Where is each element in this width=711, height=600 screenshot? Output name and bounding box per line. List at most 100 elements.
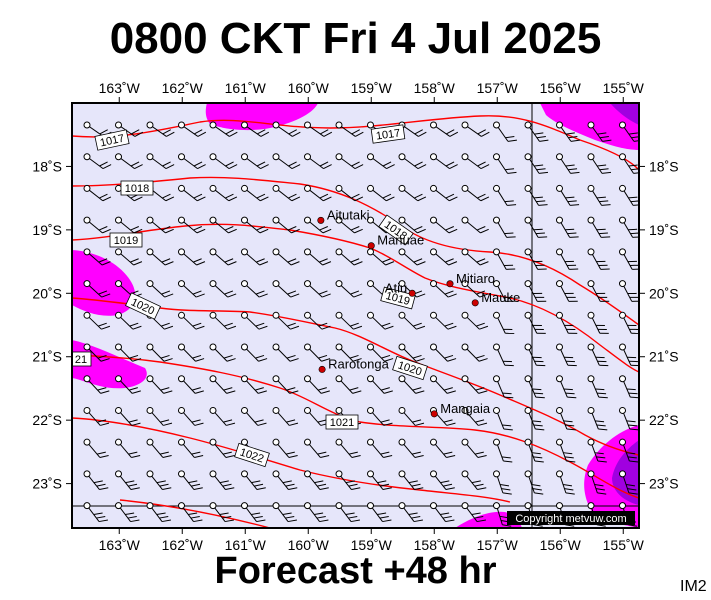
wind-barb [524, 470, 544, 495]
wind-barb [619, 153, 639, 174]
wind-barb [587, 375, 608, 399]
wind-barb [367, 470, 392, 491]
wind-barb [146, 343, 173, 362]
lon-label-bottom: 162˚W [162, 537, 204, 553]
wind-barb [146, 406, 173, 426]
wind-barb [335, 153, 364, 170]
wind-barb [367, 311, 394, 330]
wind-barb [430, 216, 458, 234]
wind-barb [335, 184, 364, 202]
wind-barb [335, 343, 362, 362]
wind-barb [398, 470, 424, 491]
wind-barb [367, 153, 395, 170]
wind-barb [146, 502, 171, 523]
wind-barb [209, 311, 237, 330]
lon-label-top: 156˚W [540, 80, 582, 96]
wind-barb [83, 502, 108, 523]
wind-barb [493, 375, 514, 399]
wind-barb [398, 502, 423, 523]
wind-barb [524, 121, 549, 142]
wind-barb [556, 470, 575, 495]
wind-barb [587, 311, 609, 334]
wind-barb [272, 311, 300, 330]
wind-barb [83, 375, 110, 394]
wind-barb [367, 184, 395, 202]
wind-barb [587, 470, 607, 495]
wind-barb [115, 311, 142, 330]
wind-barb [304, 153, 332, 170]
wind-barb [115, 153, 143, 170]
wind-barb [83, 216, 111, 234]
wind-barb [209, 216, 237, 234]
wind-barb [304, 121, 333, 137]
isobar-label: 1021 [330, 417, 354, 429]
wind-barb [209, 343, 236, 362]
town-dot [408, 289, 416, 297]
isobar-label: 1018 [125, 183, 149, 195]
wind-barb [430, 121, 459, 137]
wind-barb [178, 184, 206, 202]
wind-barb [493, 343, 514, 367]
wind-barb [461, 502, 486, 523]
lat-label-right: 21˚S [649, 349, 679, 365]
wind-barb [619, 184, 639, 206]
wind-barb [209, 438, 235, 458]
town-label: Mauke [481, 290, 520, 305]
wind-barb [556, 343, 577, 367]
wind-barb [461, 121, 490, 137]
town-label: Rarotonga [328, 356, 389, 371]
wind-barb [619, 216, 639, 238]
isobar-labels: 1017 1017 1018 1018 1019 1019 [72, 124, 428, 468]
lat-label-left: 20˚S [32, 285, 62, 301]
wind-barb [335, 375, 362, 394]
wind-barb [430, 248, 458, 266]
wind-barb [209, 502, 234, 523]
town-dot [317, 216, 325, 224]
lon-label-bottom: 155˚W [603, 537, 645, 553]
wind-barb [83, 470, 109, 491]
wind-barb [241, 280, 268, 298]
wind-barb [209, 248, 237, 266]
wind-barb [587, 216, 611, 238]
isobar-label: 1019 [114, 235, 138, 247]
wind-barb [493, 406, 513, 431]
wind-barb [178, 248, 206, 266]
wind-barb [115, 248, 143, 266]
wind-barb [272, 248, 300, 266]
wind-barb [524, 375, 545, 399]
lat-label-left: 22˚S [32, 412, 62, 428]
lon-label-bottom: 157˚W [477, 537, 519, 553]
wind-barb [146, 121, 175, 137]
lon-label-bottom: 163˚W [99, 537, 141, 553]
lat-label-right: 22˚S [649, 412, 679, 428]
wind-barb [556, 311, 578, 334]
wind-shading-bottom-center [455, 511, 522, 528]
wind-barb [524, 153, 549, 174]
town-marker: Mauke [471, 290, 520, 307]
copyright-text: Copyright metvuw.com [515, 513, 626, 525]
town-label: Mitiaro [456, 271, 495, 286]
wind-barb [241, 470, 266, 491]
wind-barb [83, 248, 111, 266]
lat-label-right: 20˚S [649, 285, 679, 301]
wind-barb [335, 216, 363, 234]
wind-barb [335, 311, 363, 330]
wind-barb [430, 311, 457, 330]
wind-barb [272, 184, 301, 202]
lon-label-bottom: 158˚W [414, 537, 456, 553]
wind-barb [304, 438, 330, 458]
wind-barb [209, 184, 238, 202]
wind-barb [556, 438, 576, 463]
wind-barb [178, 406, 204, 426]
wind-barb [115, 470, 140, 491]
wind-barb [461, 470, 487, 491]
town-label: Aitutaki [327, 207, 370, 222]
town-marker: Mangaia [430, 401, 491, 418]
town-dot [430, 410, 438, 418]
lon-label-bottom: 159˚W [351, 537, 393, 553]
town-dot [367, 242, 375, 250]
wind-barbs [83, 121, 639, 527]
town-label: Atiu [385, 280, 407, 295]
wind-barb [304, 375, 330, 394]
